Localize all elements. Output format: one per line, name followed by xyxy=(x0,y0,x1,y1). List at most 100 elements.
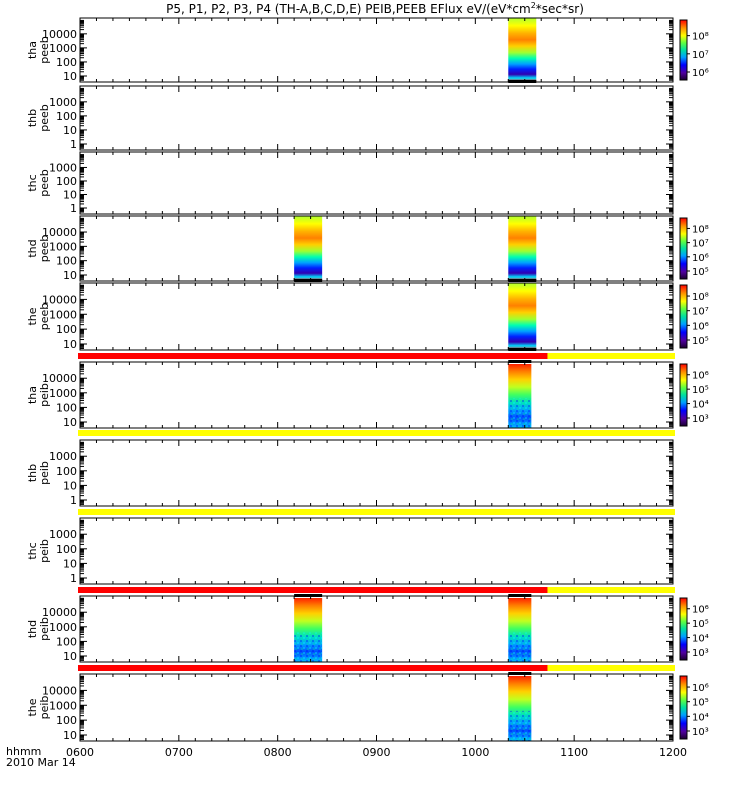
panel-frame-thd-peib xyxy=(79,595,674,663)
ytick-label-tha-peib-1: 100 xyxy=(56,401,77,414)
ytick-label-thd-peib-2: 1000 xyxy=(49,621,77,634)
ytick-label-thc-peeb-3: 1000 xyxy=(49,161,77,174)
ylabel-probe-thd-peeb: thd xyxy=(26,239,39,257)
ylabel-probe-thc-peeb: thc xyxy=(26,174,39,191)
footer-line2: 2010 Mar 14 xyxy=(6,756,76,769)
colorbar-label-the-peib-1: 10⁴ xyxy=(692,712,709,723)
spectrogram-texture-tha-peib-1 xyxy=(508,398,532,428)
ylabel-instrument-the-peeb: peeb xyxy=(38,303,51,331)
ylabel-probe-the-peib: the xyxy=(26,698,39,716)
ytick-label-thb-peib-3: 1000 xyxy=(49,450,77,463)
spectrogram-block-the-peeb-1 xyxy=(508,283,537,350)
ytick-label-thd-peeb-2: 1000 xyxy=(49,240,77,253)
colorbar-the-peib xyxy=(679,675,688,740)
ytick-label-the-peib-0: 10 xyxy=(63,729,77,742)
colorbar-label-thd-peeb-0: 10⁵ xyxy=(692,267,709,278)
quality-marker-1 xyxy=(508,80,537,83)
ytick-label-thc-peib-0: 1 xyxy=(70,572,77,585)
colorbar-label-thd-peib-1: 10⁴ xyxy=(692,634,709,645)
title-tail: *sec*sr) xyxy=(536,2,584,16)
colorbar-label-thd-peib-3: 10⁶ xyxy=(692,605,709,616)
ylabel-instrument-thc-peib: peib xyxy=(38,539,51,563)
flag-1 xyxy=(78,353,675,359)
ytick-label-the-peib-1: 100 xyxy=(56,714,77,727)
colorbar-tha-peib xyxy=(679,363,688,427)
colorbar-label-tha-peib-2: 10⁵ xyxy=(692,385,709,396)
colorbar-label-the-peib-0: 10³ xyxy=(692,727,709,738)
ylabel-instrument-the-peib: peib xyxy=(38,696,51,720)
flag-1-segment-2 xyxy=(547,353,675,359)
ytick-label-tha-peeb-0: 10 xyxy=(63,70,77,83)
colorbar-label-the-peeb-1: 10⁶ xyxy=(692,321,709,332)
colorbar-label-tha-peeb-0: 10⁶ xyxy=(692,68,709,79)
ytick-label-thc-peeb-2: 100 xyxy=(56,175,77,188)
quality-marker-6 xyxy=(294,594,323,597)
ytick-label-thb-peib-0: 1 xyxy=(70,494,77,507)
ytick-label-tha-peeb-1: 100 xyxy=(56,56,77,69)
ylabel-probe-thc-peib: thc xyxy=(26,542,39,559)
panel-frame-the-peeb xyxy=(79,282,674,351)
xtick-label-6: 1200 xyxy=(659,746,687,759)
xtick-label-0: 0600 xyxy=(66,746,94,759)
colorbar-label-the-peib-2: 10⁵ xyxy=(692,698,709,709)
xtick-label-1: 0700 xyxy=(165,746,193,759)
flag-4 xyxy=(78,587,675,593)
ylabel-instrument-thb-peeb: peeb xyxy=(38,104,51,132)
ytick-label-thc-peib-1: 10 xyxy=(63,557,77,570)
xtick-label-3: 0900 xyxy=(363,746,391,759)
panel-frame-thc-peeb xyxy=(79,151,674,215)
colorbar-label-the-peib-3: 10⁶ xyxy=(692,683,709,694)
ytick-label-the-peeb-3: 10000 xyxy=(42,293,77,306)
ytick-label-thb-peeb-3: 1000 xyxy=(49,96,77,109)
flag-3 xyxy=(78,509,675,515)
panel-frame-the-peib xyxy=(79,673,674,742)
ylabel-instrument-tha-peeb: peeb xyxy=(38,36,51,64)
panel-frame-thd-peeb xyxy=(79,215,674,282)
ylabel-probe-tha-peeb: tha xyxy=(26,41,39,59)
ylabel-probe-thd-peib: thd xyxy=(26,620,39,638)
ytick-label-thd-peib-0: 10 xyxy=(63,650,77,663)
ylabel-probe-tha-peib: tha xyxy=(26,386,39,404)
colorbar-label-tha-peib-1: 10⁴ xyxy=(692,400,709,411)
ylabel-instrument-thd-peeb: peeb xyxy=(38,235,51,263)
colorbar-label-the-peeb-3: 10⁸ xyxy=(692,292,709,303)
xtick-label-5: 1100 xyxy=(560,746,588,759)
quality-marker-3 xyxy=(508,279,537,282)
colorbar-label-tha-peeb-1: 10⁷ xyxy=(692,50,709,61)
ylabel-instrument-thc-peeb: peeb xyxy=(38,169,51,197)
flag-5-segment-1 xyxy=(78,665,552,671)
title-superscript: 2 xyxy=(531,1,536,10)
colorbar-tha-peeb xyxy=(679,19,688,81)
ytick-label-thb-peeb-1: 10 xyxy=(63,124,77,137)
ytick-label-thd-peeb-0: 10 xyxy=(63,269,77,282)
panel-frame-thb-peeb xyxy=(79,85,674,151)
colorbar-label-tha-peib-0: 10³ xyxy=(692,414,709,425)
ylabel-probe-thb-peib: thb xyxy=(26,464,39,482)
spectrogram-block-tha-peeb-1 xyxy=(508,18,537,82)
ylabel-probe-thb-peeb: thb xyxy=(26,109,39,127)
flag-4-segment-1 xyxy=(78,587,552,593)
ylabel-instrument-thb-peib: peib xyxy=(38,461,51,485)
colorbar-label-thd-peib-0: 10³ xyxy=(692,648,709,659)
ytick-label-tha-peib-2: 1000 xyxy=(49,387,77,400)
quality-marker-8 xyxy=(508,672,532,675)
quality-marker-4 xyxy=(508,348,537,351)
spectrogram-texture-the-peib-1 xyxy=(508,710,532,741)
colorbar-label-the-peeb-2: 10⁷ xyxy=(692,307,709,318)
flag-bars-group xyxy=(78,80,675,675)
ytick-label-tha-peeb-3: 10000 xyxy=(42,28,77,41)
spectrogram-texture-thd-peib-1 xyxy=(294,632,323,662)
quality-marker-7 xyxy=(508,594,532,597)
ylabel-instrument-thd-peib: peib xyxy=(38,617,51,641)
panel-frame-tha-peeb xyxy=(79,17,674,83)
flag-5 xyxy=(78,665,675,671)
ytick-label-thd-peib-1: 100 xyxy=(56,635,77,648)
xtick-label-2: 0800 xyxy=(264,746,292,759)
